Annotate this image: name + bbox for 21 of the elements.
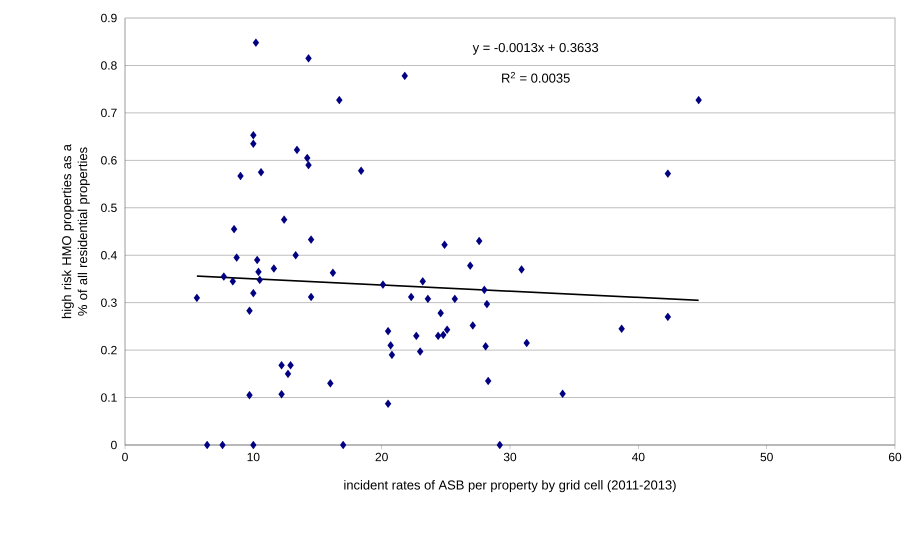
y-tick-label: 0 bbox=[111, 440, 117, 450]
x-axis-title: incident rates of ASB per property by grid cell (2011-2013) bbox=[344, 480, 676, 492]
x-tick-label: 60 bbox=[888, 452, 902, 462]
y-tick-label: 0.3 bbox=[101, 298, 117, 307]
y-tick-label: 0.4 bbox=[101, 250, 117, 260]
x-tick-label: 30 bbox=[504, 452, 516, 462]
y-tick-label: 0.7 bbox=[101, 108, 117, 118]
x-tick-label: 40 bbox=[632, 452, 645, 462]
y-tick-label: 0.1 bbox=[101, 393, 117, 402]
y-tick-label: 0.9 bbox=[101, 14, 117, 22]
annotation: y = -0.0013x + 0.3633 bbox=[472, 42, 598, 55]
x-tick-label: 20 bbox=[376, 452, 388, 462]
y-tick-label: 0.8 bbox=[101, 61, 117, 70]
y-tick-label: 0.5 bbox=[101, 204, 117, 212]
x-tick-label: 50 bbox=[760, 452, 773, 462]
x-tick-label: 0 bbox=[122, 452, 128, 462]
annotation: R$^{2}$ = 0.0035 bbox=[502, 72, 570, 83]
y-axis-title: high risk HMO properties as a % of all residential properties bbox=[62, 144, 90, 318]
y-tick-label: 0.6 bbox=[101, 156, 117, 165]
x-tick-label: 10 bbox=[248, 452, 260, 462]
y-tick-label: 0.2 bbox=[101, 346, 117, 354]
